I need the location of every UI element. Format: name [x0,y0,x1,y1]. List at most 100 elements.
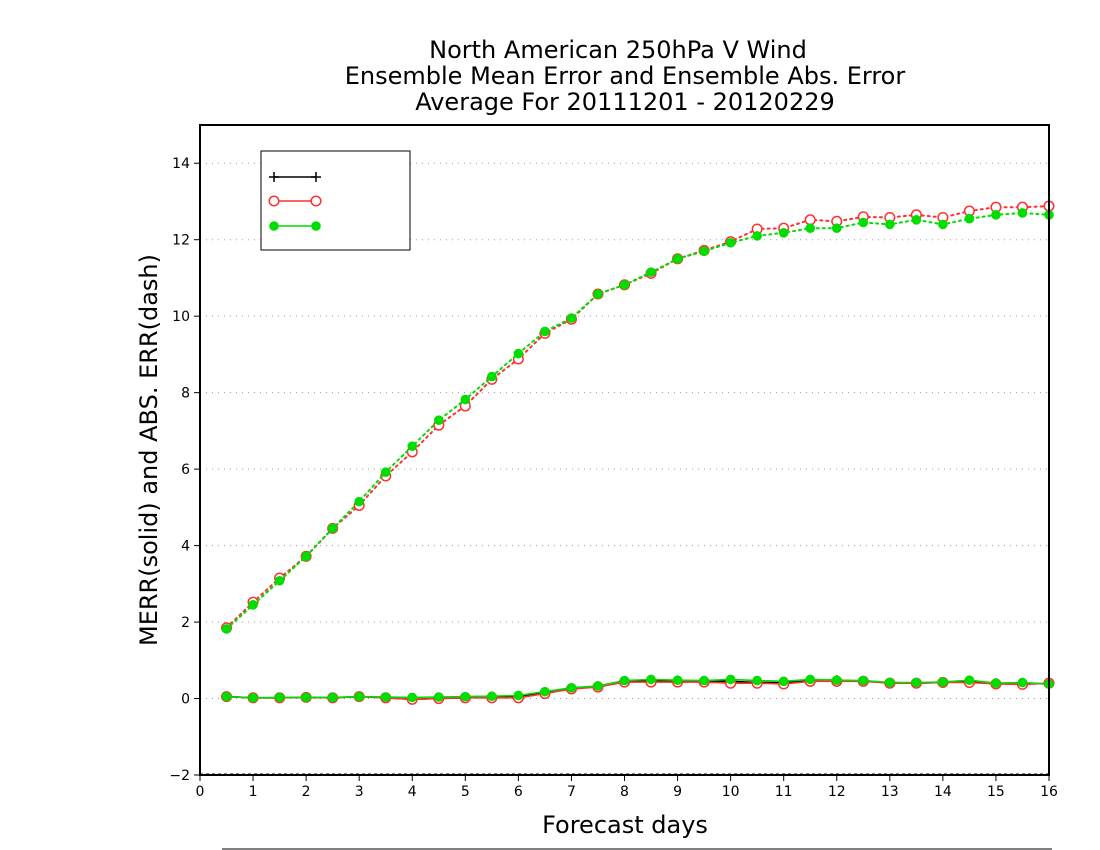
x-axis-title: Forecast days [542,811,708,839]
series-4 [220,200,1055,634]
series-layer [220,200,1055,705]
y-tick-label: 10 [172,309,190,325]
data-point [805,674,816,685]
data-point [911,215,922,225]
data-point [487,691,497,702]
series-line [225,205,1050,629]
data-point [725,674,736,685]
data-point [380,692,391,702]
data-point [646,674,656,685]
data-point [327,692,338,703]
data-point [460,691,471,702]
data-point [221,691,232,702]
data-point [433,692,444,702]
chart-title-line-3: Average For 20111201 - 20120229 [415,88,835,116]
data-point [778,676,789,687]
data-point [301,692,311,703]
legend-marker [269,172,279,182]
y-tick-label: 8 [181,386,190,402]
data-point [964,675,975,685]
x-tick-label: 14 [934,784,952,800]
data-point [407,692,418,703]
legend-marker [311,221,321,231]
data-point [274,692,285,703]
data-point [221,624,232,634]
data-point [1017,677,1028,688]
legend-marker [311,172,321,182]
y-tick-label: 6 [181,462,190,478]
data-point [566,683,577,693]
x-tick-label: 8 [620,784,629,800]
data-point [672,675,683,685]
data-point [354,691,364,702]
data-point [805,223,816,234]
data-point [513,690,524,701]
data-point [354,496,364,507]
data-point [593,681,603,691]
y-tick-label: 2 [181,615,190,631]
data-point [566,313,577,323]
data-point [593,289,603,299]
legend [260,150,411,251]
data-point [778,228,789,238]
data-point [646,267,656,278]
chart-title-line-1: North American 250hPa V Wind [429,36,807,64]
data-point [1017,208,1028,218]
x-tick-label: 2 [302,784,311,800]
data-point [513,348,524,359]
data-point [540,686,550,697]
x-tick-label: 0 [196,784,205,800]
data-point [248,600,258,610]
data-point [885,219,895,230]
x-tick-label: 12 [828,784,846,800]
data-point [460,394,471,405]
data-point [725,237,736,248]
y-tick-label: 12 [172,233,190,249]
data-point [407,441,418,451]
legend-marker [268,195,280,207]
series-3 [221,674,1054,703]
x-tick-label: 16 [1040,784,1058,800]
series-line [225,211,1050,630]
y-tick-label: 4 [181,539,190,555]
x-tick-label: 10 [722,784,740,800]
y-tick-label: −2 [169,768,190,784]
data-point [699,675,709,686]
data-point [672,254,683,264]
x-tick-label: 6 [514,784,523,800]
data-point [327,523,338,534]
legend-entry-3 [269,221,321,231]
data-point [274,575,285,586]
chart-title: North American 250hPa V Wind Ensemble Me… [345,36,906,116]
x-tick-label: 7 [567,784,576,800]
x-tick-label: 4 [408,784,417,800]
x-tick-label: 5 [461,784,470,800]
data-point [619,280,630,290]
data-point [938,219,948,230]
legend-entry-2 [268,195,322,207]
data-point [991,678,1001,689]
data-point [540,326,550,337]
x-tick-label: 9 [673,784,682,800]
data-point [301,551,311,562]
x-tick-label: 15 [987,784,1005,800]
x-tick-label: 3 [355,784,364,800]
data-point [804,214,816,226]
y-axis-title: MERR(solid) and ABS. ERR(dash) [135,254,163,646]
legend-marker [310,195,322,207]
data-point [699,246,709,256]
data-point [964,213,975,224]
data-point [911,677,922,688]
data-point [858,675,869,686]
data-point [938,677,948,687]
data-point [487,371,497,382]
data-point [752,231,762,241]
data-point [752,675,762,686]
data-point [831,675,842,685]
y-tick-label: 0 [181,692,190,708]
data-point [433,415,444,425]
data-point [885,677,895,688]
y-tick-label: 14 [172,156,190,172]
data-point [991,210,1001,220]
